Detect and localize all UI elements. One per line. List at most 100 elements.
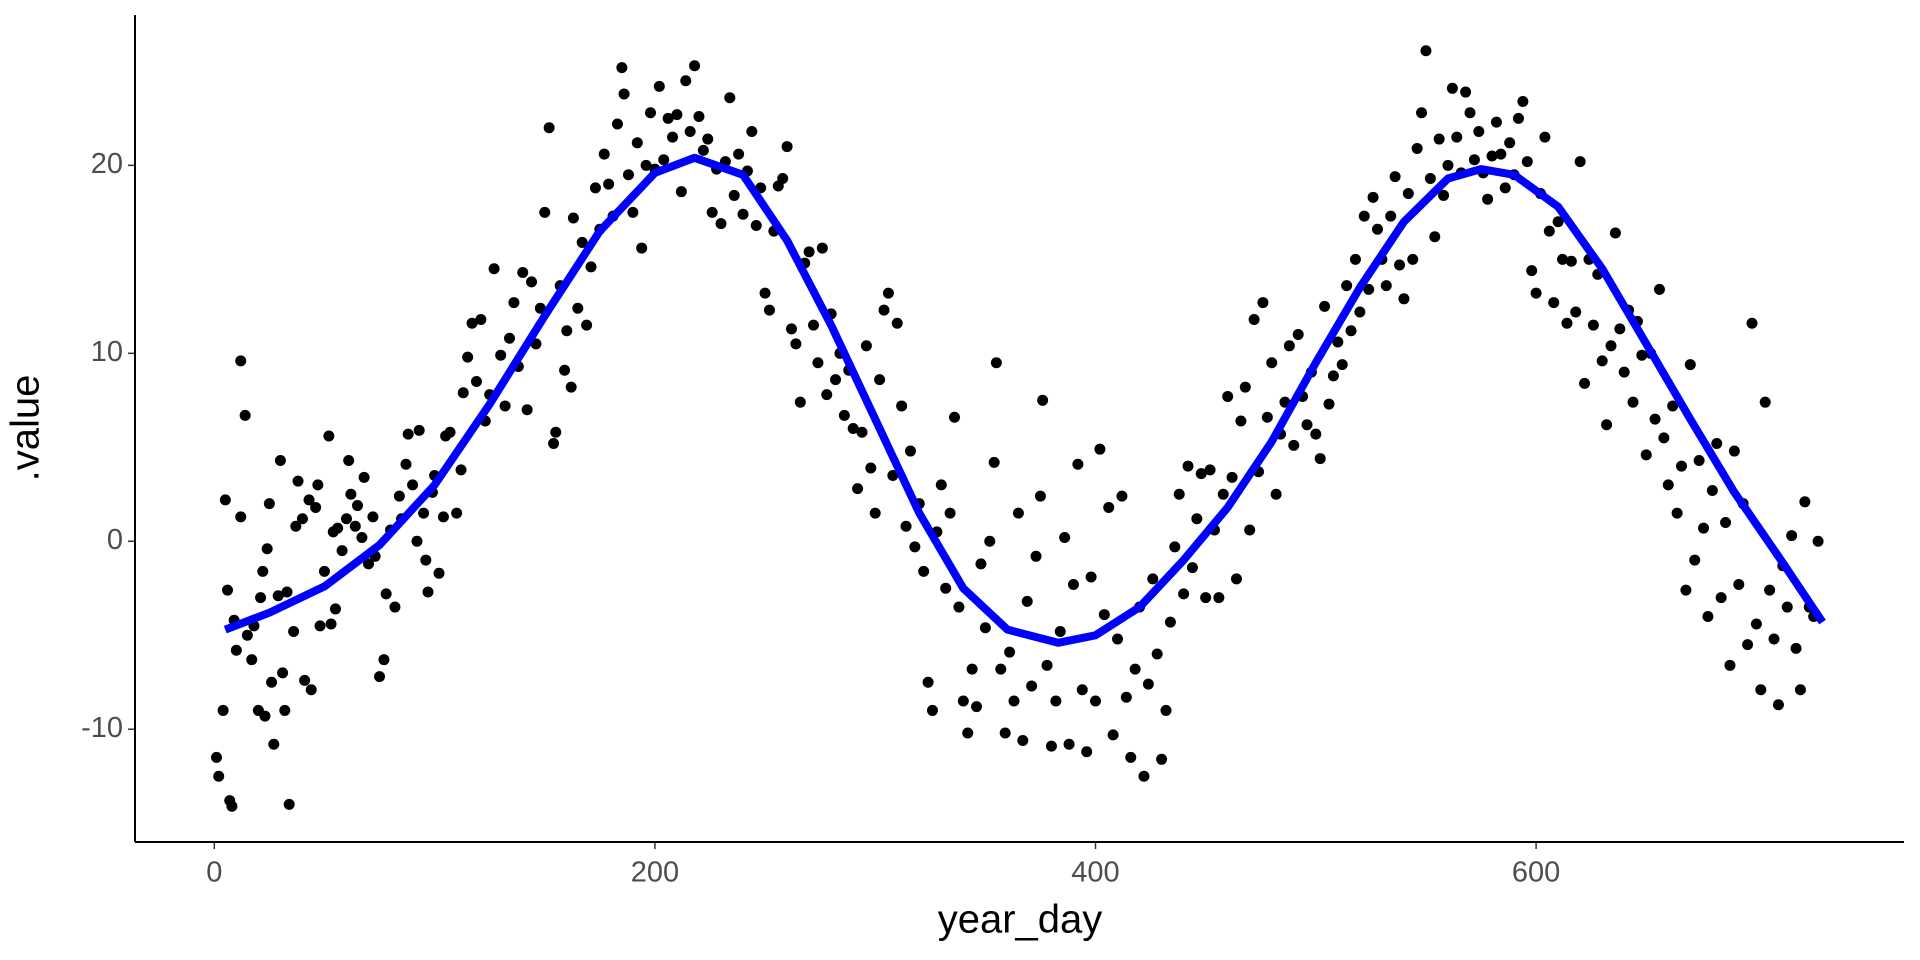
point — [213, 770, 225, 782]
point — [667, 131, 679, 143]
point — [830, 374, 842, 386]
point — [1504, 137, 1516, 149]
point — [598, 148, 610, 160]
point — [1618, 366, 1630, 378]
point — [1416, 107, 1428, 119]
point — [1327, 370, 1339, 382]
point — [1812, 535, 1824, 547]
point — [1680, 584, 1692, 596]
point — [1147, 573, 1159, 585]
point — [618, 88, 630, 100]
point — [1570, 306, 1582, 318]
point — [352, 500, 364, 512]
point — [904, 445, 916, 457]
point — [988, 456, 1000, 468]
point — [1103, 501, 1115, 513]
point — [400, 458, 412, 470]
point — [561, 325, 573, 337]
point — [763, 304, 775, 316]
point — [1288, 439, 1300, 451]
point — [1609, 227, 1621, 239]
point — [671, 109, 683, 121]
point — [305, 684, 317, 696]
point — [1442, 159, 1454, 171]
point — [1759, 396, 1771, 408]
point — [1283, 340, 1295, 352]
point — [1178, 588, 1190, 600]
point — [1063, 738, 1075, 750]
point — [918, 565, 930, 577]
point — [1129, 663, 1141, 675]
point — [1579, 377, 1591, 389]
point — [1473, 126, 1485, 138]
point — [336, 545, 348, 557]
point — [451, 507, 463, 519]
point — [724, 92, 736, 104]
point — [257, 565, 269, 577]
point — [1724, 659, 1736, 671]
point — [318, 565, 330, 577]
point — [1363, 283, 1375, 295]
point — [1270, 488, 1282, 500]
point — [539, 206, 551, 218]
point — [1037, 394, 1049, 406]
point — [794, 396, 806, 408]
point — [534, 302, 546, 314]
point — [504, 332, 516, 344]
x-tick-label: 400 — [1071, 857, 1119, 889]
point — [1786, 530, 1798, 542]
point — [226, 800, 238, 812]
point — [1142, 678, 1154, 690]
point — [389, 601, 401, 613]
point — [1004, 646, 1016, 658]
point — [1076, 684, 1088, 696]
point — [1030, 550, 1042, 562]
point — [706, 206, 718, 218]
point — [550, 426, 562, 438]
point — [1667, 400, 1679, 412]
point — [1675, 460, 1687, 472]
point — [995, 663, 1007, 675]
point — [281, 586, 293, 598]
point — [1429, 231, 1441, 243]
point — [1310, 428, 1322, 440]
point — [1026, 680, 1038, 692]
point — [1574, 156, 1586, 168]
point — [896, 400, 908, 412]
point — [1116, 490, 1128, 502]
point — [1530, 287, 1542, 299]
point — [926, 704, 938, 716]
point — [1671, 507, 1683, 519]
point — [1781, 601, 1793, 613]
point — [1045, 740, 1057, 752]
point — [990, 357, 1002, 369]
point — [380, 588, 392, 600]
point — [259, 710, 271, 722]
point — [689, 60, 701, 72]
point — [1438, 189, 1450, 201]
point — [856, 426, 868, 438]
point — [393, 490, 405, 502]
point — [940, 582, 952, 594]
point — [865, 462, 877, 474]
point — [1239, 381, 1251, 393]
point — [1521, 156, 1533, 168]
point — [1081, 746, 1093, 758]
point — [1495, 148, 1507, 160]
point — [543, 122, 555, 134]
point — [702, 133, 714, 145]
point — [1539, 131, 1551, 143]
point — [891, 317, 903, 329]
point — [312, 479, 324, 491]
point — [622, 169, 634, 181]
point — [644, 107, 656, 119]
point — [1772, 699, 1784, 711]
point — [821, 389, 833, 401]
point — [565, 381, 577, 393]
point — [378, 654, 390, 666]
point — [255, 592, 267, 604]
point — [1561, 317, 1573, 329]
point — [847, 423, 859, 434]
point — [1614, 323, 1626, 335]
